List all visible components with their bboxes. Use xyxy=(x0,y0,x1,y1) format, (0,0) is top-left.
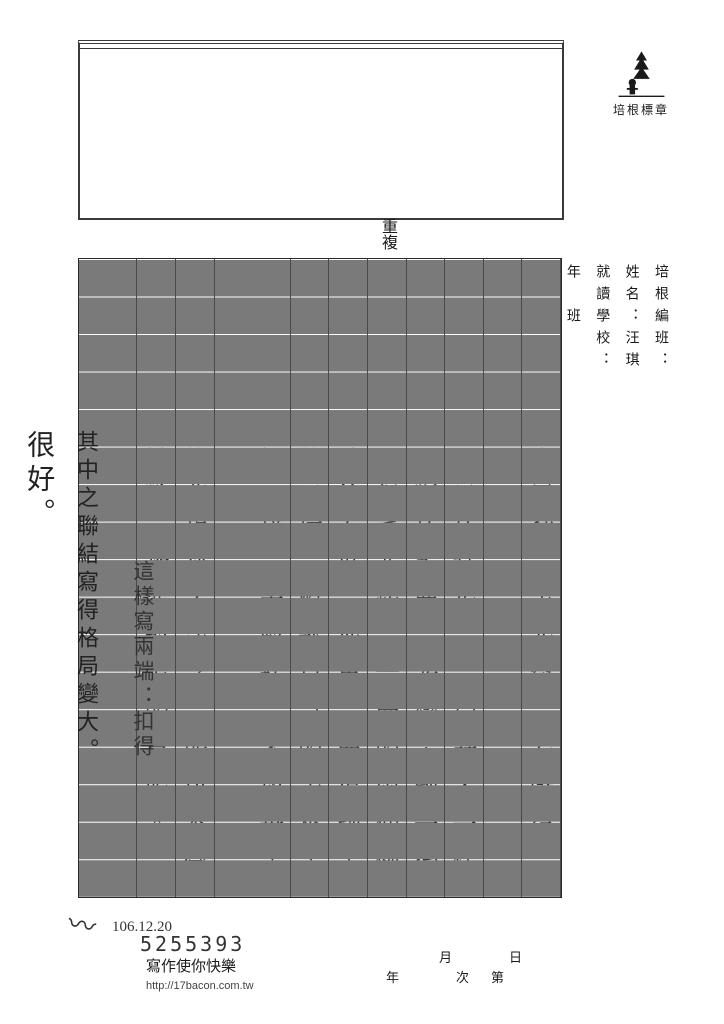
grid-col: 個社會。 xyxy=(484,259,523,897)
class-label: 培根編班： xyxy=(647,264,676,374)
name-label: 姓名：汪琪 xyxy=(617,264,646,374)
footer-slogan: 寫作使你快樂 xyxy=(146,955,236,976)
date-fields-2: 年 次第 xyxy=(386,967,526,986)
margin-line-1: 其中之聯結寫得格局變大。 xyxy=(65,430,107,766)
date-fields-1: 月 日 xyxy=(439,947,544,966)
grid-col: 如果能和他們一樣一直堅持、不放棄，那 xyxy=(215,259,291,897)
grid-col: 事，在經過不斷的重覆，改變，到最後 xyxy=(407,259,446,897)
child-tree-icon xyxy=(614,44,669,99)
teacher-margin-comment: 其中之聯結寫得格局變大。 很好。 xyxy=(12,430,107,766)
footer-url: http://17bacon.com.tw xyxy=(146,980,254,992)
logo-label: 培根標章 xyxy=(606,101,676,118)
signature-squiggle: 〰 xyxy=(64,902,100,947)
grid-col: 的人，從小事累積，去改變、奉獻這 xyxy=(522,259,561,897)
grid-col: 自己所追求的目標，對於自己的未來， xyxy=(291,259,330,897)
grid-col: 一個微不足的動作，一句話，一件 xyxy=(445,259,484,897)
side-form-labels: 培根編班： 姓名：汪琪 就讀學校： 年 班 xyxy=(650,264,676,414)
serial-number: 5255393 xyxy=(140,932,245,956)
school-label: 就讀學校： xyxy=(588,264,617,374)
logo-stamp: 培根標章 xyxy=(606,44,676,118)
grid-col: 創對於未來是很重要的。前面的兩個例 xyxy=(368,259,407,897)
manuscript-page: 培根標章 重複 培根編班： 姓名：汪琪 就讀學校： 年 班 的人，從小事累積，去… xyxy=(0,0,724,1024)
grid-col: 麼我想，我的夢想就不遠了，所以不管 xyxy=(176,259,215,897)
repeat-annotation: 重複 xyxy=(375,218,399,250)
margin-line-2: 很好。 xyxy=(12,430,65,766)
grid-col: 子，都是持續的在做一件事，而得到了 xyxy=(329,259,368,897)
teacher-inline-note: 這樣寫兩端：扣得 xyxy=(128,560,158,760)
grade-label: 年 班 xyxy=(558,264,587,374)
comment-box xyxy=(78,40,564,220)
